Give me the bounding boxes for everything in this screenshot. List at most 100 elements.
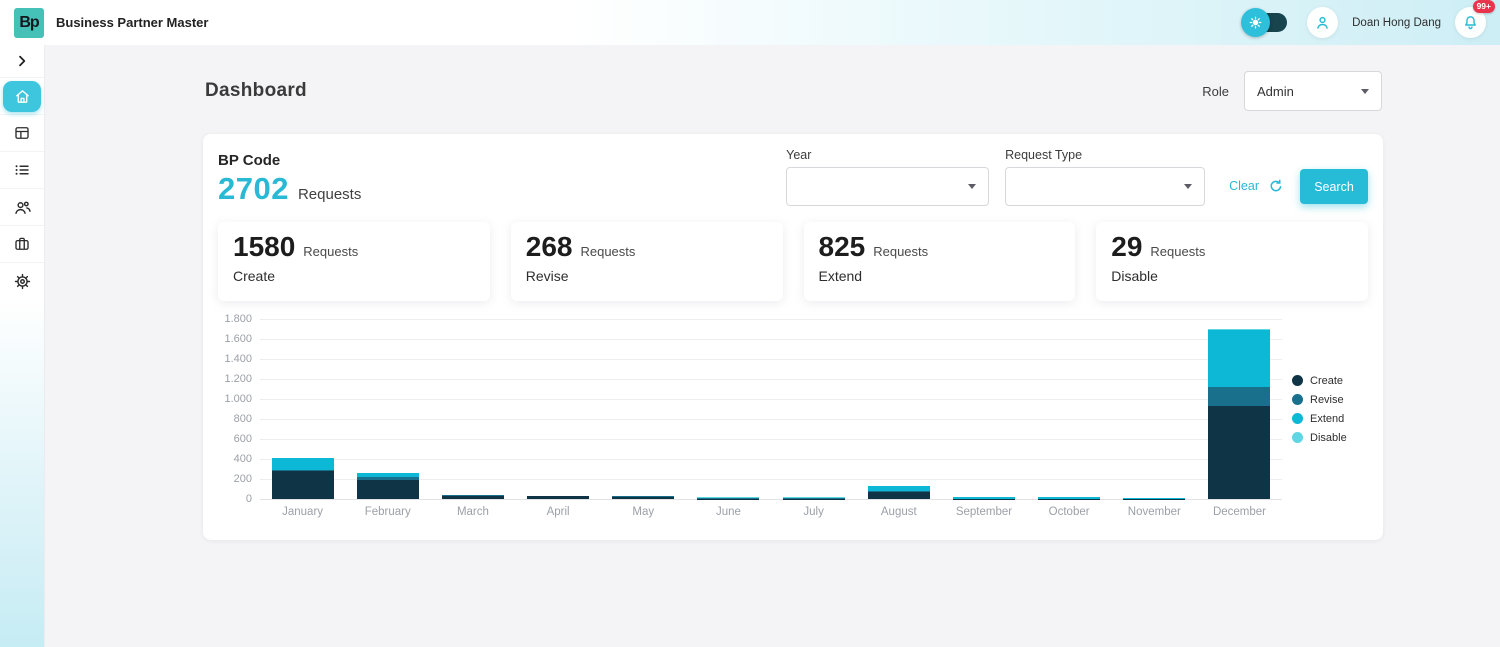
chart-grid-line: [260, 339, 1282, 340]
legend-label: Disable: [1310, 431, 1347, 444]
app-title: Business Partner Master: [56, 15, 209, 30]
y-axis-tick-label: 1.600: [224, 333, 252, 345]
bell-icon: [1465, 16, 1476, 30]
bar-september: [952, 496, 1015, 499]
bar-february: [356, 472, 419, 499]
theme-toggle[interactable]: [1241, 8, 1288, 37]
bar-segment-create: [441, 495, 504, 499]
stat-label: Disable: [1111, 268, 1158, 284]
year-label: Year: [786, 148, 812, 162]
sidebar-collapse-toggle[interactable]: [0, 45, 44, 77]
bar-slot-june: [686, 319, 771, 499]
chart-grid-line: [260, 499, 1282, 500]
y-axis-tick-label: 600: [233, 433, 252, 445]
sidebar-item-settings[interactable]: [0, 262, 44, 299]
legend-item-extend: Extend: [1292, 413, 1368, 425]
bar-june: [697, 497, 760, 499]
gear-icon: [14, 273, 30, 289]
stat-label: Revise: [525, 268, 569, 284]
sidebar: [0, 45, 45, 647]
bar-segment-create: [782, 498, 845, 499]
dashboard-card: BP Code 2702 Requests Year Request Type: [203, 134, 1383, 540]
bar-segment-create: [527, 496, 590, 499]
bar-segment-create: [271, 471, 334, 499]
y-axis-tick-label: 200: [233, 473, 252, 485]
bar-segment-revise: [867, 490, 930, 492]
legend-label: Create: [1310, 374, 1344, 387]
stat-card-create: 1580 Requests Create: [218, 222, 490, 301]
bar-july: [782, 497, 845, 499]
chart-legend: Create Revise Extend Disable: [1282, 319, 1368, 499]
y-axis-tick-label: 1.800: [224, 313, 252, 325]
chevron-down-icon: [968, 184, 977, 189]
year-select[interactable]: [786, 167, 990, 206]
home-icon: [15, 89, 29, 103]
bar-segment-create: [356, 479, 419, 499]
bp-total-value: 2702: [218, 171, 289, 206]
sidebar-item-business[interactable]: [0, 225, 44, 262]
sidebar-item-list[interactable]: [0, 151, 44, 188]
user-avatar[interactable]: [1307, 7, 1339, 38]
y-axis-tick-label: 1.200: [224, 373, 252, 385]
clear-filters[interactable]: Clear: [1229, 178, 1284, 194]
bar-slot-december: [1197, 319, 1282, 499]
role-select[interactable]: Admin: [1244, 71, 1382, 111]
notifications-button[interactable]: 99+: [1455, 0, 1495, 38]
sidebar-item-layout[interactable]: [0, 114, 44, 151]
x-axis-label: May: [632, 506, 655, 518]
bar-january: [271, 457, 334, 499]
page-header: Dashboard Role Admin: [45, 45, 1500, 111]
y-axis-tick-label: 400: [233, 453, 252, 465]
bar-november: [1123, 498, 1186, 499]
sidebar-item-users[interactable]: [0, 188, 44, 225]
search-button[interactable]: Search: [1300, 169, 1368, 204]
chart-plot-column: January February March April May June July Augu…: [260, 319, 1282, 518]
stat-value: 29: [1111, 231, 1143, 262]
user-icon: [1317, 16, 1328, 29]
x-axis-label: February: [364, 506, 411, 518]
stat-value: 1580: [233, 231, 296, 262]
request-type-field: Request Type: [1005, 148, 1206, 206]
legend-dot: [1292, 375, 1303, 386]
bar-segment-extend: [697, 497, 760, 499]
bar-slot-february: [345, 319, 430, 499]
users-icon: [14, 201, 31, 214]
top-header: Bp Business Partner Master Doan Hong Dan…: [0, 0, 1500, 45]
list-icon: [15, 165, 29, 175]
refresh-icon[interactable]: [1268, 178, 1284, 194]
x-axis-label: March: [456, 506, 489, 518]
bar-segment-extend: [952, 496, 1015, 499]
request-type-label: Request Type: [1005, 148, 1083, 162]
notification-badge: 99+: [1472, 0, 1495, 13]
y-axis-tick-label: 1.000: [224, 393, 252, 405]
y-axis-tick-label: 0: [245, 493, 252, 505]
x-axis-label: October: [1048, 506, 1090, 518]
bar-segment-create: [697, 498, 760, 499]
sun-icon: [1241, 8, 1271, 37]
role-group: Role Admin: [1202, 71, 1382, 111]
header-actions: Doan Hong Dang 99+: [1241, 0, 1495, 38]
stat-label: Create: [233, 268, 276, 284]
filters: Year Request Type Clear: [786, 148, 1368, 206]
main-content: Dashboard Role Admin BP Code 2702 Reques…: [45, 0, 1500, 540]
request-type-select[interactable]: [1005, 167, 1206, 206]
chart-x-axis: January February March April May June July Augu…: [260, 506, 1282, 518]
sidebar-item-dashboard[interactable]: [0, 77, 44, 114]
bp-code-label: BP Code: [218, 152, 281, 169]
legend-dot: [1292, 394, 1303, 405]
chart-bars: [260, 319, 1282, 499]
legend-dot: [1292, 432, 1303, 443]
bar-segment-disable: [271, 457, 334, 458]
stat-card-extend: 825 Requests Extend: [803, 222, 1076, 301]
bar-slot-july: [771, 319, 856, 499]
bar-slot-november: [1112, 319, 1197, 499]
card-top-row: BP Code 2702 Requests Year Request Type: [218, 148, 1368, 207]
chart-grid-line: [260, 379, 1282, 380]
bar-segment-extend: [867, 486, 930, 491]
bar-slot-may: [601, 319, 686, 499]
bar-october: [1038, 496, 1101, 499]
bar-slot-march: [430, 319, 515, 499]
bar-segment-extend: [356, 473, 419, 477]
bar-april: [527, 495, 590, 499]
bar-december: [1208, 329, 1271, 499]
